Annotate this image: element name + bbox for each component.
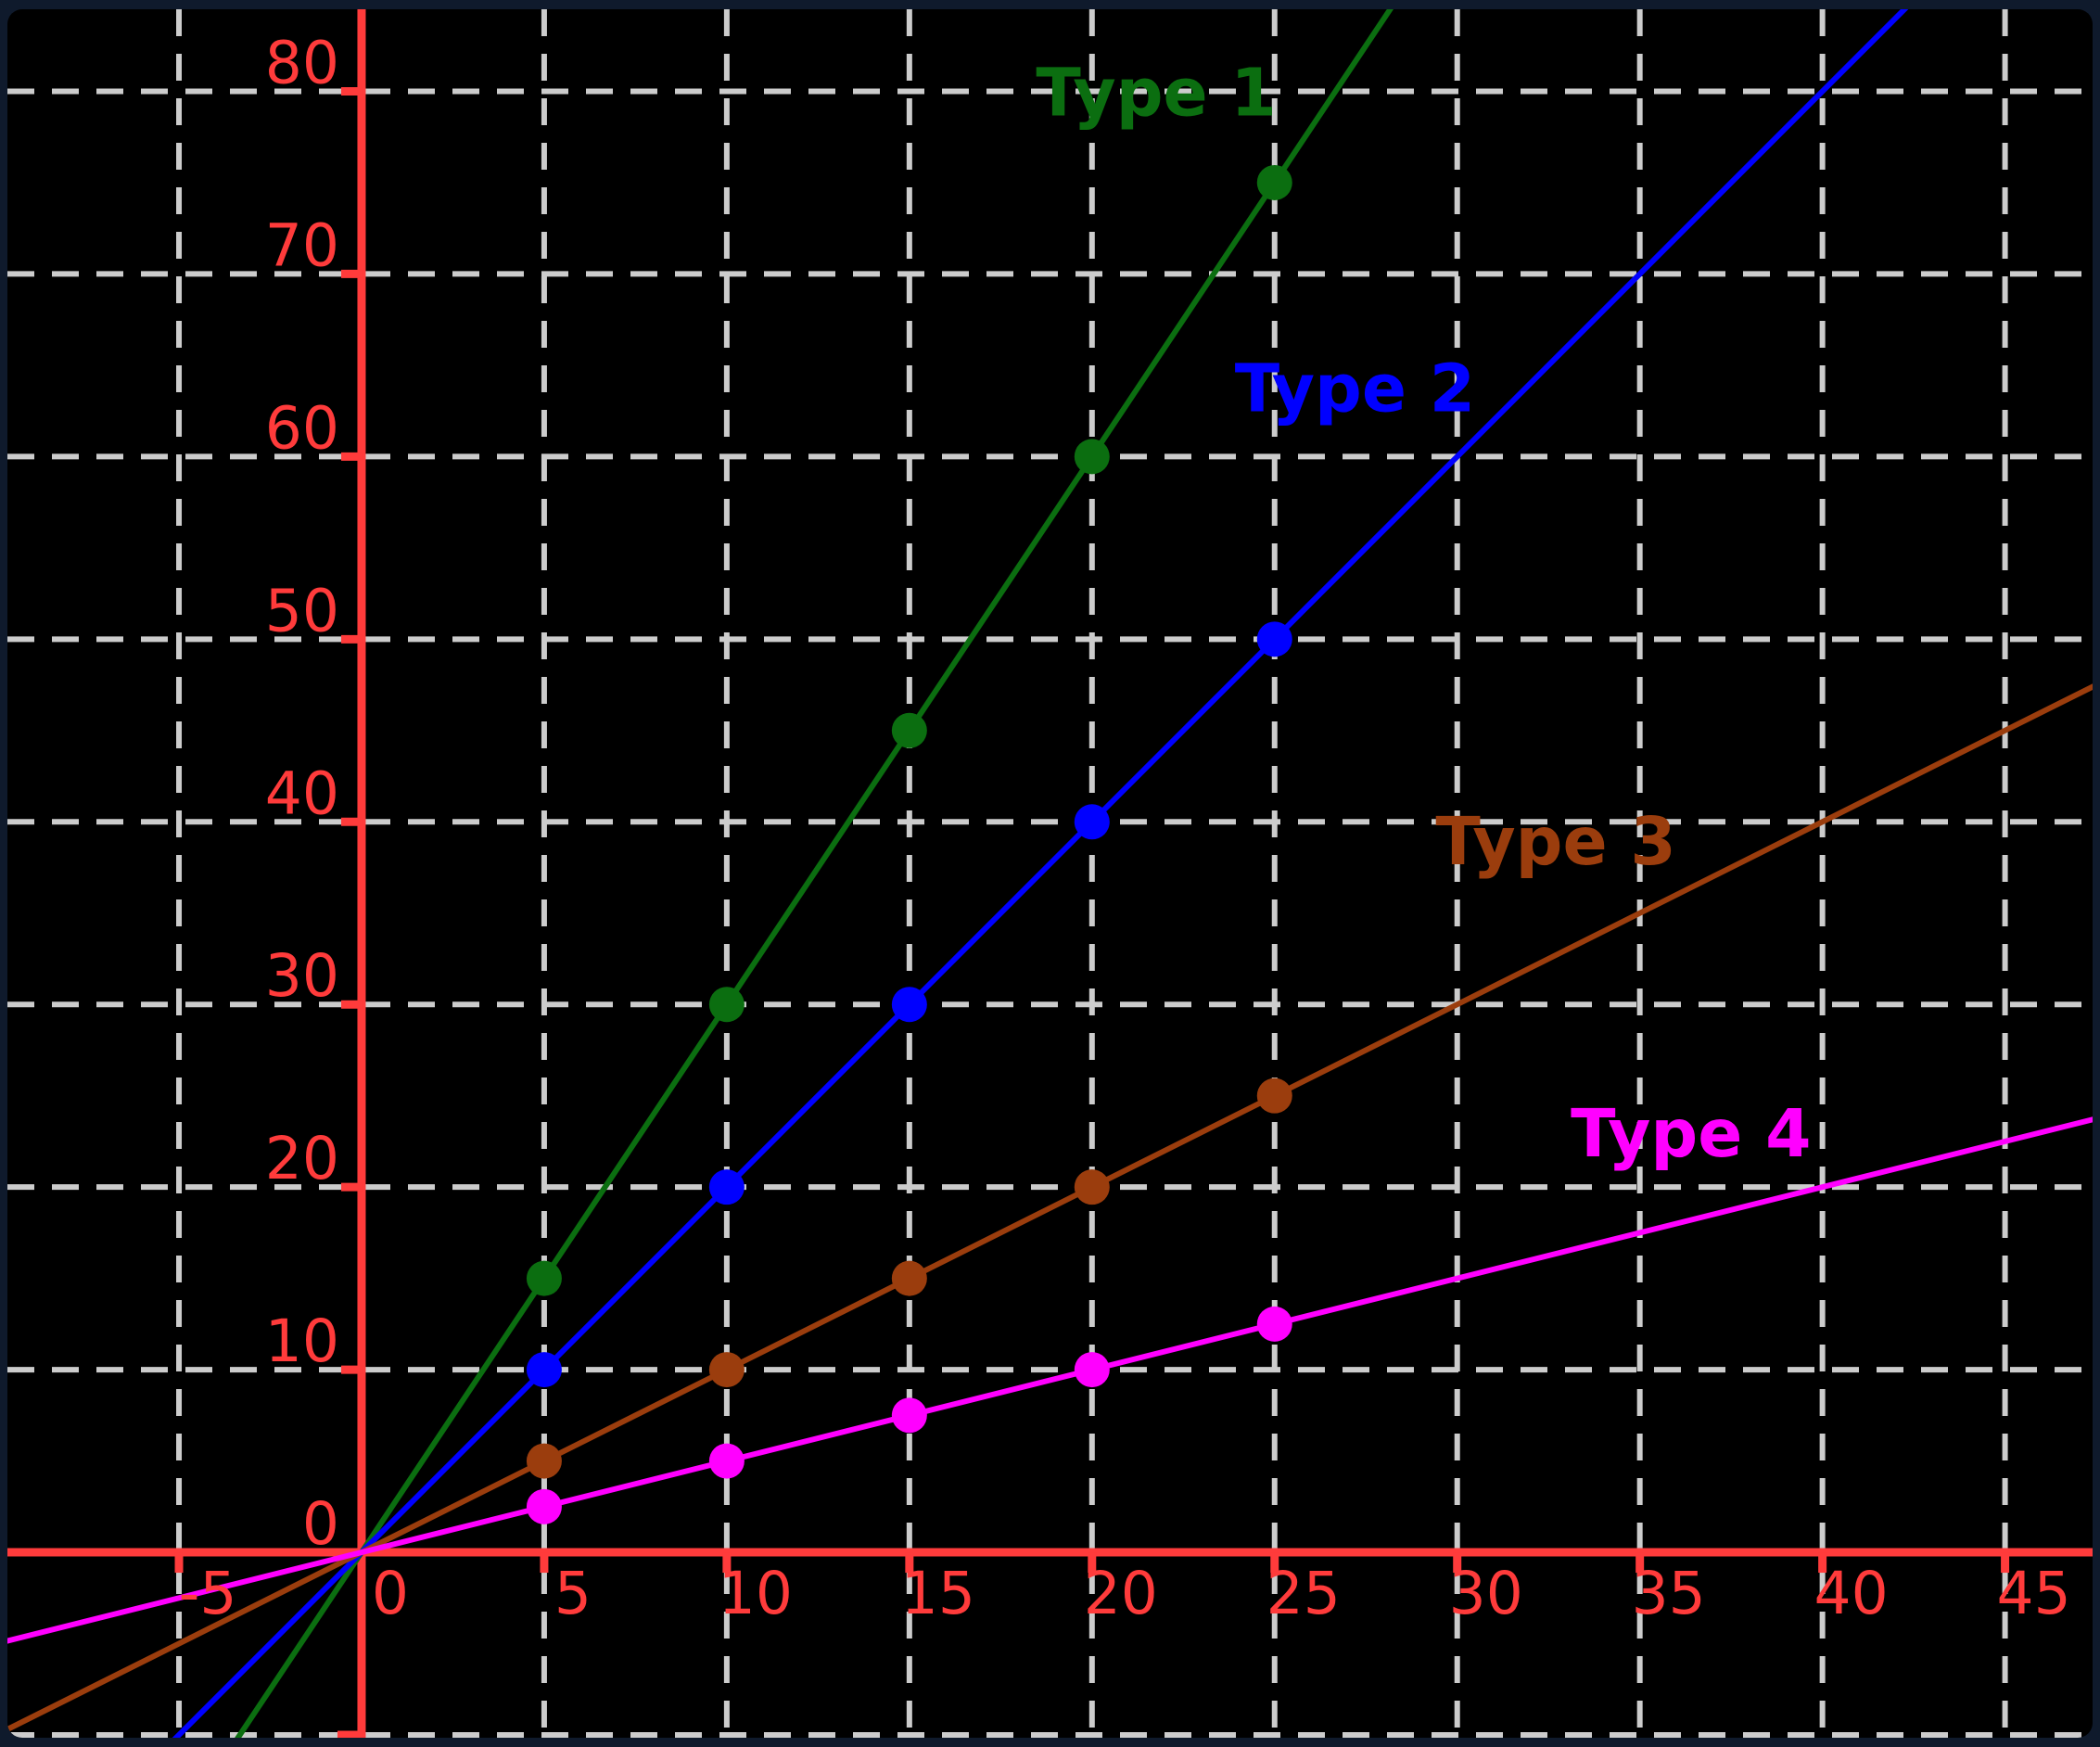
series-label-type-3: Type 3: [1435, 803, 1675, 880]
x-tick-label-30: 30: [1449, 1560, 1523, 1627]
x-tick-label--5: -5: [179, 1560, 237, 1627]
point-type-3-x25: [1256, 1078, 1292, 1114]
y-tick-label-50: 50: [265, 577, 339, 644]
series-label-type-4: Type 4: [1571, 1095, 1811, 1172]
point-type-4-x25: [1256, 1306, 1292, 1342]
series-label-type-1: Type 1: [1036, 54, 1276, 131]
point-type-4-x10: [708, 1443, 745, 1479]
point-type-2-x25: [1256, 621, 1292, 657]
point-type-2-x10: [708, 1169, 745, 1205]
y-tick-label-30: 30: [265, 942, 339, 1010]
x-tick-label-15: 15: [901, 1560, 975, 1627]
y-tick-label-60: 60: [265, 394, 339, 462]
y-tick-label-0: 0: [302, 1490, 339, 1558]
x-tick-label-45: 45: [1996, 1560, 2070, 1627]
point-type-3-x10: [708, 1352, 745, 1388]
x-tick-label-20: 20: [1084, 1560, 1158, 1627]
point-type-3-x20: [1074, 1169, 1110, 1205]
point-type-4-x5: [526, 1488, 562, 1524]
series-label-type-2: Type 2: [1235, 351, 1475, 427]
x-tick-label-5: 5: [554, 1560, 592, 1627]
x-tick-label-25: 25: [1266, 1560, 1341, 1627]
x-tick-label-35: 35: [1632, 1560, 1706, 1627]
y-tick-label-40: 40: [265, 759, 339, 827]
point-type-2-x5: [526, 1352, 562, 1388]
point-type-1-x10: [708, 987, 745, 1023]
y-tick-label-80: 80: [265, 29, 339, 96]
point-type-4-x15: [891, 1397, 927, 1434]
point-type-2-x20: [1074, 804, 1110, 840]
point-type-1-x20: [1074, 439, 1110, 475]
series-line-type-3: [7, 680, 2093, 1736]
point-type-3-x5: [526, 1443, 562, 1479]
y-tick-label-70: 70: [265, 211, 339, 279]
y-tick-label-10: 10: [265, 1307, 339, 1375]
y-tick-label-20: 20: [265, 1125, 339, 1192]
x-tick-label-0: 0: [372, 1560, 409, 1627]
x-tick-label-10: 10: [719, 1560, 793, 1627]
point-type-1-x25: [1256, 164, 1292, 200]
point-type-4-x20: [1074, 1352, 1110, 1388]
point-type-1-x5: [526, 1260, 562, 1296]
point-type-1-x15: [891, 712, 927, 748]
point-type-3-x15: [891, 1260, 927, 1296]
series-line-type-4: [7, 1115, 2093, 1646]
point-type-2-x15: [891, 987, 927, 1023]
x-tick-label-40: 40: [1814, 1560, 1889, 1627]
